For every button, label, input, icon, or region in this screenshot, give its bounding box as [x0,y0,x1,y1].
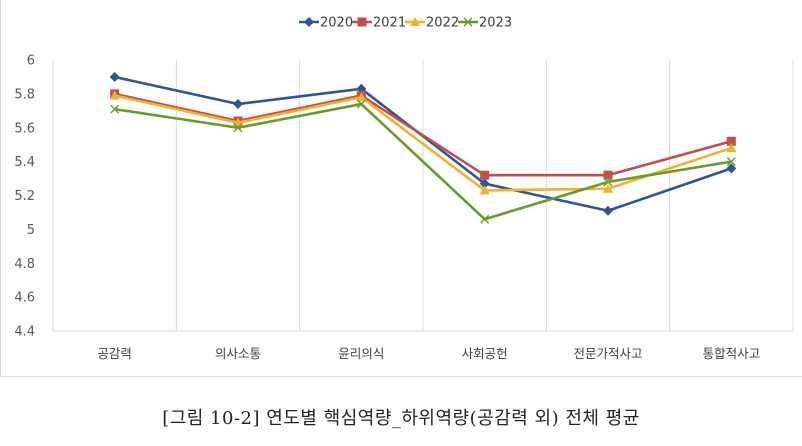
data-point [479,178,490,189]
x-category-label: 의사소통 [215,346,261,361]
grid-lines [52,60,794,331]
y-tick-label: 5.4 [14,155,35,170]
x-category-label: 공감력 [97,346,132,361]
line-chart: 6 5.8 5.6 5.4 5.2 5 4.8 4.6 4.4 공감력 의사소통 윤리의식 사회공헌 전문… [14,16,794,361]
data-point [726,136,736,146]
legend-label: 2021 [373,16,406,31]
legend-item-2020: 2020 [299,16,353,31]
data-point [603,183,613,193]
x-category-label: 사회공헌 [462,346,508,361]
x-category-label: 전문가적사고 [573,346,642,361]
y-tick-label: 5.6 [14,121,35,136]
y-tick-label: 5.2 [14,189,35,204]
data-point [479,185,490,195]
data-point [356,99,366,109]
data-point [109,90,120,100]
series-line-2021 [114,92,732,177]
chart-frame: 6 5.8 5.6 5.4 5.2 5 4.8 4.6 4.4 공감력 의사소통 윤리의식 사회공헌 전문… [0,0,802,377]
legend: 2020 2021 2022 2023 [299,16,512,31]
y-tick-label: 4.8 [14,257,35,272]
legend-marker [304,17,314,27]
series-2023 [110,99,736,224]
data-point [109,71,120,82]
marker-stroke [603,177,613,187]
y-tick-label: 4.4 [14,325,35,340]
data-point [603,177,613,187]
data-point [233,123,243,133]
data-point [356,92,367,102]
x-category-label: 윤리의식 [338,346,384,361]
axes: 6 5.8 5.6 5.4 5.2 5 4.8 4.6 4.4 공감력 의사소통 윤리의식 사회공헌 전문… [14,54,793,361]
data-point [603,170,613,180]
x-category-label: 통합적사고 [703,346,761,361]
data-point [726,143,737,153]
data-point [726,157,736,167]
marker-stroke [726,157,736,167]
series-line-2023 [114,102,732,221]
figure-caption: [그림 10-2] 연도별 핵심역량_하위역량(공감력 외) 전체 평균 [162,408,640,429]
y-tick-label: 6 [27,54,35,69]
series-lines [109,71,737,224]
data-point [603,205,613,216]
marker-stroke [233,123,243,133]
y-tick-label: 5 [27,223,35,238]
marker-stroke [356,99,366,109]
data-point [726,163,737,174]
data-point [110,104,120,114]
legend-label: 2020 [320,16,353,31]
marker-stroke [480,214,490,224]
legend-label: 2022 [426,16,459,31]
data-point [233,99,243,110]
y-tick-label: 5.8 [14,87,35,102]
legend-item-2022: 2022 [405,16,459,31]
legend-marker [357,17,367,27]
legend-item-2023: 2023 [458,16,512,31]
series-line-2022 [114,94,732,192]
legend-item-2021: 2021 [352,16,406,31]
legend-marker [410,17,420,26]
data-point [480,170,490,180]
y-tick-label: 4.6 [14,291,35,306]
marker-stroke [110,104,120,114]
legend-label: 2023 [479,16,512,31]
marker-stroke [463,17,473,27]
data-point [480,214,490,224]
legend-marker [463,17,473,27]
